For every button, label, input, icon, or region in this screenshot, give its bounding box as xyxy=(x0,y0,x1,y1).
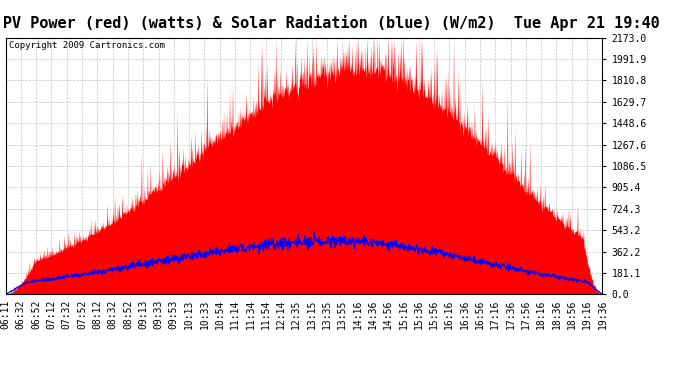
Text: Total PV Power (red) (watts) & Solar Radiation (blue) (W/m2)  Tue Apr 21 19:40: Total PV Power (red) (watts) & Solar Rad… xyxy=(0,15,660,31)
Text: Copyright 2009 Cartronics.com: Copyright 2009 Cartronics.com xyxy=(8,41,164,50)
